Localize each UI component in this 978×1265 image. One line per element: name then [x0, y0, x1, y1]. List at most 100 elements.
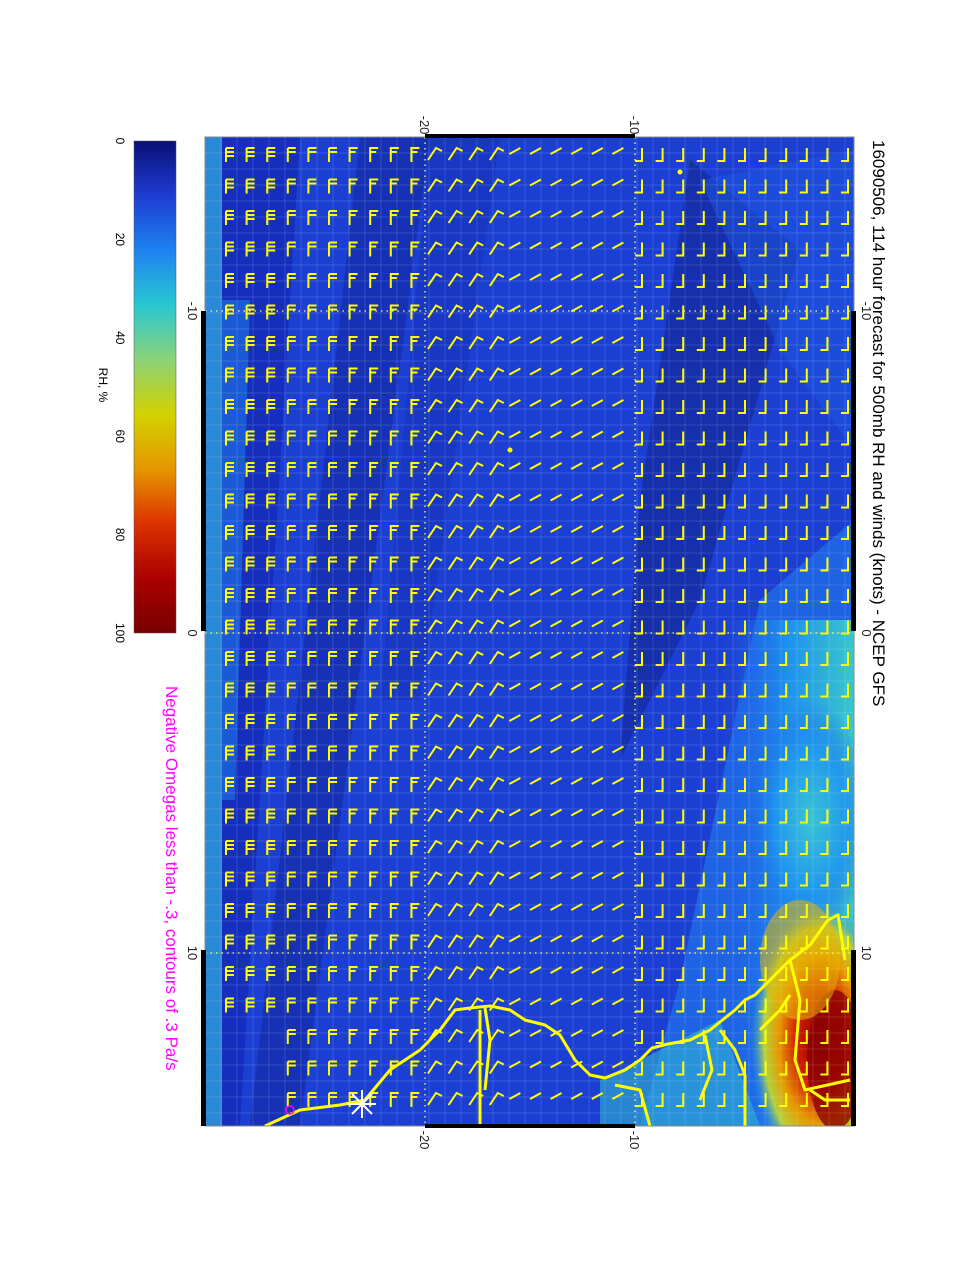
- wind-barb: [841, 431, 849, 446]
- wind-barb: [508, 745, 521, 754]
- wind-barb: [508, 934, 521, 943]
- wind-barb: [591, 840, 604, 848]
- wind-barb: [841, 683, 849, 698]
- wind-barb: [225, 367, 234, 383]
- wind-barb: [369, 588, 379, 603]
- wind-barb: [410, 178, 420, 194]
- wind-barb: [529, 714, 542, 722]
- wind-barb: [696, 589, 705, 603]
- colorbar-tick-label: 40: [113, 331, 127, 345]
- rh-field: [205, 137, 854, 1126]
- wind-barb: [266, 840, 276, 855]
- wind-barb: [427, 965, 443, 980]
- wind-barb: [635, 463, 643, 477]
- wind-barb: [611, 808, 624, 817]
- wind-barb: [717, 841, 726, 855]
- wind-barb: [468, 965, 484, 980]
- wind-barb: [696, 872, 705, 887]
- omega-contour: [285, 1105, 295, 1115]
- wind-barb: [696, 809, 705, 824]
- wind-barb: [328, 462, 337, 477]
- wind-barb: [307, 304, 317, 320]
- right-axis-label: 10: [859, 946, 874, 960]
- wind-barb: [820, 1030, 829, 1044]
- wind-barb: [245, 210, 255, 225]
- wind-barb: [348, 178, 358, 194]
- wind-barb: [245, 997, 255, 1013]
- wind-barb: [389, 745, 399, 761]
- wind-barb: [488, 241, 505, 256]
- wind-barb: [266, 493, 276, 509]
- wind-barb: [328, 997, 337, 1013]
- wind-barb: [799, 148, 808, 162]
- wind-barb: [427, 1060, 443, 1075]
- wind-barb: [676, 683, 685, 698]
- wind-barb: [410, 525, 420, 540]
- wind-barb: [550, 304, 563, 313]
- wind-barb: [591, 147, 604, 155]
- wind-barb: [245, 714, 255, 729]
- wind-barb: [611, 367, 624, 376]
- wind-barb: [286, 619, 296, 635]
- wind-barb: [410, 871, 420, 887]
- wind-barb: [488, 398, 505, 413]
- wind-barb: [307, 462, 317, 477]
- wind-barb: [676, 904, 685, 918]
- wind-barb: [655, 179, 664, 194]
- wind-barb: [841, 652, 849, 666]
- wind-barb: [591, 336, 604, 344]
- wind-barb: [286, 903, 296, 918]
- wind-barb: [410, 588, 420, 603]
- wind-barb: [717, 809, 726, 824]
- wind-barb: [286, 210, 296, 225]
- wind-barb: [328, 840, 337, 855]
- wind-barb: [717, 463, 726, 477]
- wind-barb: [738, 400, 746, 414]
- wind-barb: [820, 400, 829, 414]
- wind-barb: [508, 1029, 521, 1037]
- wind-barb: [348, 777, 358, 792]
- wind-barb: [348, 1060, 358, 1076]
- wind-barb: [508, 777, 521, 785]
- wind-barb: [820, 998, 829, 1013]
- wind-barb: [841, 809, 849, 824]
- wind-barb: [717, 557, 726, 572]
- wind-barb: [447, 619, 464, 634]
- wind-barb: [245, 745, 255, 761]
- wind-barb: [508, 651, 521, 659]
- wind-barb: [635, 841, 643, 855]
- left-axis-label: 10: [185, 946, 200, 960]
- wind-barb: [488, 682, 505, 697]
- wind-barb: [738, 935, 746, 950]
- wind-barb: [447, 1091, 464, 1106]
- wind-barb: [508, 556, 521, 565]
- wind-barb: [447, 650, 464, 665]
- wind-barb: [328, 903, 337, 918]
- wind-barb: [738, 242, 746, 257]
- wind-barb: [841, 305, 849, 320]
- wind-barb: [529, 178, 542, 187]
- wind-barb: [655, 872, 664, 887]
- wind-barb: [508, 493, 521, 502]
- wind-barb: [799, 715, 808, 729]
- wind-barb: [468, 146, 484, 161]
- wind-barb: [676, 1093, 685, 1107]
- wind-barb: [779, 211, 788, 225]
- wind-barb: [799, 746, 808, 761]
- wind-barb: [286, 808, 296, 824]
- wind-barb: [389, 1092, 399, 1107]
- wind-barb: [758, 1093, 767, 1107]
- wind-barb: [820, 683, 829, 698]
- wind-barb: [696, 211, 705, 225]
- wind-barb: [738, 904, 746, 918]
- wind-barb: [410, 210, 420, 225]
- wind-barb: [820, 652, 829, 666]
- wind-barb: [225, 871, 234, 887]
- wind-barb: [655, 463, 664, 477]
- wind-barb: [591, 430, 604, 439]
- wind-barb: [389, 966, 399, 981]
- wind-barb: [655, 526, 664, 540]
- wind-barb: [389, 871, 399, 887]
- wind-barb: [799, 526, 808, 540]
- wind-barb: [611, 525, 624, 533]
